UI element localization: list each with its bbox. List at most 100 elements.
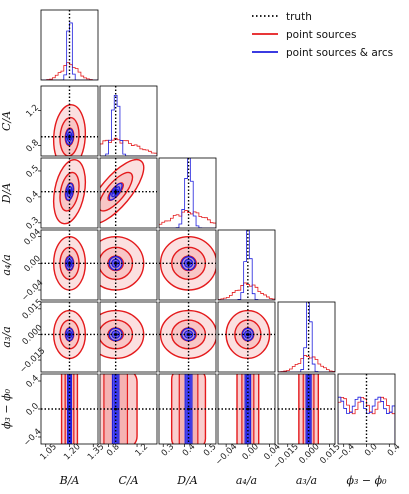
panel-frame-5-5 — [277, 301, 336, 373]
x-tick-label: 0.4 — [386, 442, 403, 459]
truth-point — [114, 407, 117, 411]
truth-point — [68, 262, 71, 265]
x-tick-label: 0.00 — [241, 442, 261, 462]
truth-point — [187, 333, 190, 336]
histogram-blue-6 — [338, 396, 395, 444]
panel-frame-4-1 — [40, 229, 99, 301]
panel-frame-6-4 — [217, 373, 276, 445]
panel-frame-6-3 — [158, 373, 217, 445]
panel-frame-3-3 — [158, 157, 217, 229]
histogram-4 — [218, 230, 275, 300]
histogram-2 — [100, 86, 157, 156]
x-axis-label: a₄/a — [236, 474, 257, 487]
legend — [252, 15, 278, 53]
contour-panel-5-4 — [218, 302, 275, 372]
histogram-red-4 — [218, 282, 275, 300]
contour-panel-2-1 — [41, 86, 98, 156]
truth-point — [187, 262, 190, 265]
truth-point — [187, 407, 190, 411]
x-tick-label: 0.3 — [160, 442, 177, 459]
y-tick-label: 0.0 — [24, 401, 41, 418]
y-axis-label: a₄/a — [0, 254, 13, 275]
y-tick-label: 0.4 — [24, 189, 41, 206]
histogram-red-3 — [159, 210, 216, 228]
contour-panel-6-1 — [41, 374, 98, 444]
histogram-3 — [159, 158, 216, 228]
panel-frame-5-4 — [217, 301, 276, 373]
panel-frame-5-3 — [158, 301, 217, 373]
panel-frame-1-1 — [40, 9, 99, 81]
y-tick-label: 0.8 — [24, 138, 41, 155]
contour-panel-6-4 — [218, 374, 275, 444]
truth-point — [68, 333, 71, 336]
histogram-1 — [41, 10, 98, 80]
panel-frame-2-2 — [99, 85, 158, 157]
y-tick-label: 0.00 — [22, 254, 42, 274]
contour-panel-5-1 — [41, 302, 98, 372]
x-tick-label: 1.2 — [134, 442, 151, 459]
x-tick-label: 1.20 — [62, 442, 82, 462]
contour-panel-6-2 — [100, 374, 157, 444]
legend-label-point-sources-arcs: point sources & arcs — [286, 47, 393, 59]
truth-point — [68, 135, 71, 139]
y-tick-label: −0.4 — [22, 427, 44, 449]
contour-panel-5-2 — [100, 302, 157, 372]
truth-point — [68, 190, 71, 194]
contour-panel-3-1 — [41, 158, 98, 228]
truth-point — [307, 407, 310, 411]
y-axis-label: D/A — [0, 183, 13, 205]
y-tick-label: −0.015 — [18, 346, 47, 375]
legend-label-point-sources: point sources — [286, 29, 356, 41]
panel-frame-4-4 — [217, 229, 276, 301]
y-axis-label: a₃/a — [0, 326, 13, 347]
x-tick-label: 0.8 — [105, 442, 122, 459]
histogram-blue-1 — [41, 22, 98, 80]
panel-frame-5-2 — [99, 301, 158, 373]
truth-point — [68, 407, 71, 411]
panel-frame-6-5 — [277, 373, 336, 445]
panel-frame-2-1 — [40, 85, 99, 157]
y-tick-label: 0.4 — [24, 373, 41, 390]
histogram-red-5 — [278, 355, 335, 372]
contour-panel-5-3 — [159, 302, 216, 372]
legend-label-truth: truth — [286, 11, 312, 23]
histogram-5 — [278, 302, 335, 372]
x-tick-label: 1.35 — [86, 442, 106, 462]
panel-frame-5-1 — [40, 301, 99, 373]
contour-panel-6-5 — [278, 374, 335, 444]
contour-panel-4-2 — [100, 230, 157, 300]
truth-point — [114, 333, 117, 336]
panel-frame-4-2 — [99, 229, 158, 301]
panel-frame-3-2 — [99, 157, 158, 229]
panel-frame-3-1 — [40, 157, 99, 229]
histogram-blue-5 — [278, 302, 335, 372]
x-tick-label: 0.000 — [297, 442, 321, 466]
x-axis-label: B/A — [59, 474, 80, 487]
y-tick-label: 0.04 — [22, 227, 42, 247]
contour-panel-3-2 — [100, 158, 157, 228]
truth-point — [114, 190, 117, 194]
contour-panel-6-3 — [159, 374, 216, 444]
truth-point — [246, 333, 250, 336]
panel-frame-4-3 — [158, 229, 217, 301]
contour-panel-4-3 — [159, 230, 216, 300]
histogram-blue-4 — [218, 230, 275, 300]
y-tick-label: 0.5 — [24, 163, 41, 180]
x-axis-label: a₃/a — [296, 474, 317, 487]
histogram-6 — [338, 374, 395, 444]
x-tick-label: −0.04 — [214, 442, 240, 468]
truth-point — [114, 262, 117, 265]
truth-point — [246, 407, 250, 411]
panel-frame-6-2 — [99, 373, 158, 445]
contour-panel-4-1 — [41, 230, 98, 300]
x-axis-label: ϕ₃ − ϕ₀ — [346, 474, 387, 487]
x-axis-label: D/A — [176, 474, 198, 487]
y-axis-label: C/A — [0, 111, 13, 131]
histogram-blue-3 — [159, 158, 216, 228]
histogram-blue-2 — [100, 94, 157, 156]
x-axis-label: C/A — [118, 474, 138, 487]
x-tick-label: 0.0 — [363, 442, 380, 459]
x-tick-label: 0.5 — [202, 442, 219, 459]
